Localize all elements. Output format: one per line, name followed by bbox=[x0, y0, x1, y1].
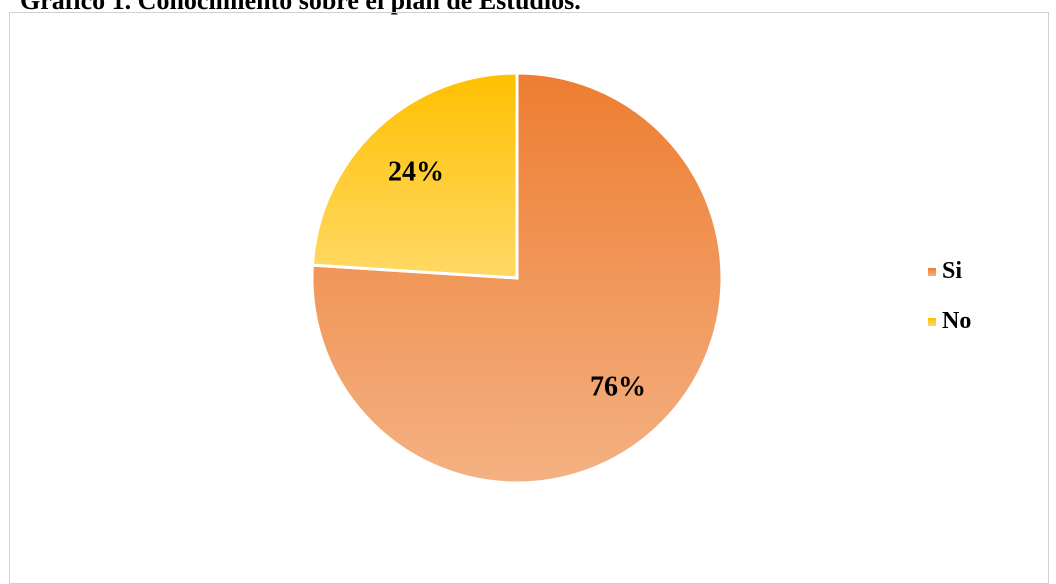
legend-label-no: No bbox=[942, 308, 971, 334]
pie-slice-si bbox=[310, 71, 724, 485]
pie-chart: 76% 24% Si No bbox=[310, 71, 971, 485]
chart-caption: Gráfico 1. Conocimiento sobre el plan de… bbox=[20, 0, 581, 15]
legend-swatch-no bbox=[928, 318, 936, 326]
legend: Si No bbox=[928, 258, 971, 334]
data-labels: 76% 24% bbox=[388, 156, 646, 402]
legend-label-si: Si bbox=[942, 258, 962, 284]
pie-slice-no bbox=[310, 71, 519, 280]
legend-swatch-si bbox=[928, 268, 936, 276]
pie-slices bbox=[310, 71, 724, 485]
data-label-si: 76% bbox=[590, 372, 646, 403]
data-label-no: 24% bbox=[388, 156, 444, 187]
